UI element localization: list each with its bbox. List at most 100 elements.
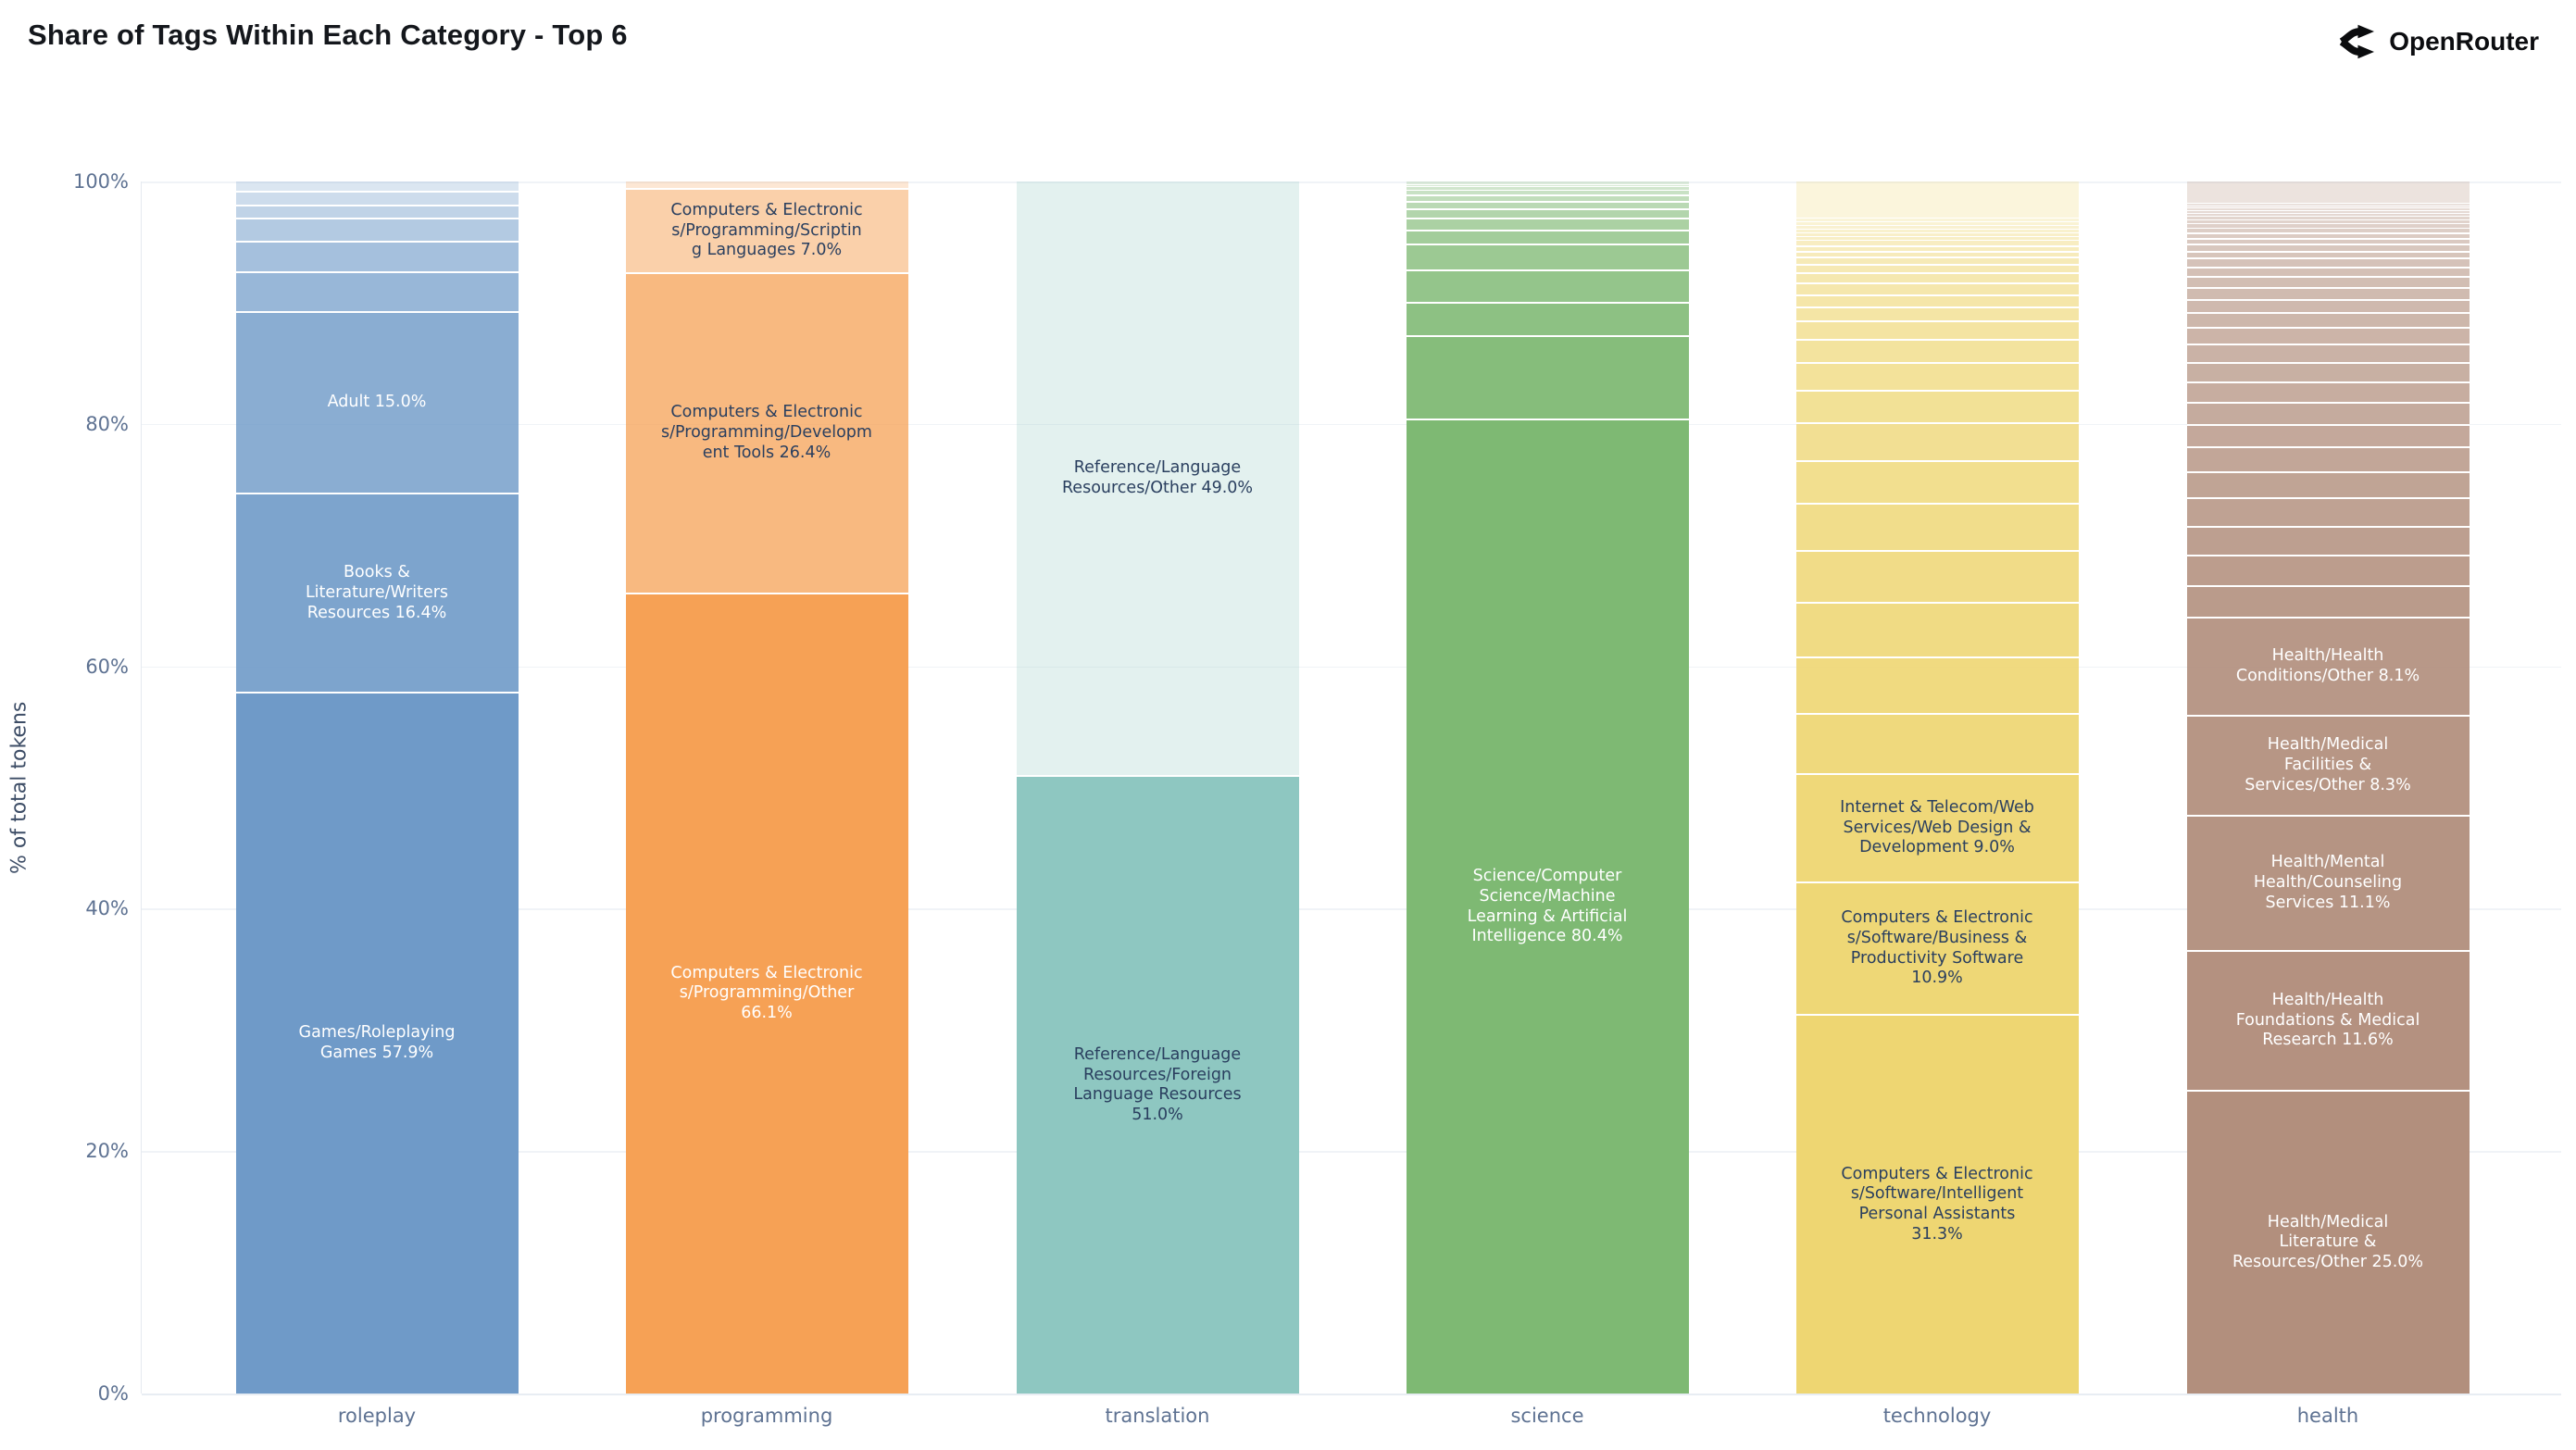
bar-segment-health-minor-9[interactable] (2186, 227, 2470, 232)
bar-segment-technology-minor-2[interactable] (1795, 221, 2079, 226)
bar-segment-roleplay-minor-2[interactable] (235, 204, 519, 219)
bar-segment-technology-minor-9[interactable] (1795, 250, 2079, 257)
bar-segment-health-minor-26[interactable] (2186, 446, 2470, 471)
bar-segment-health-health-medical-literature-resources-other[interactable]: Health/Medical Literature & Resources/Ot… (2186, 1090, 2470, 1394)
stacked-bar-roleplay[interactable]: Adult 15.0% Books & Literature/Writers Re… (235, 181, 519, 1394)
bar-segment-roleplay-games-roleplaying-games[interactable]: Games/Roleplaying Games 57.9% (235, 692, 519, 1394)
bar-segment-technology-computers-electronics-software-intelligent-personal-assistants[interactable]: Computers & Electronic s/Software/Intell… (1795, 1014, 2079, 1394)
bar-segment-science-minor-4[interactable] (1406, 194, 1689, 201)
bar-segment-roleplay-books-literature-writers-resources[interactable]: Books & Literature/Writers Resources 16.… (235, 493, 519, 693)
bar-segment-programming-computers-electronics-programming-scripting-languages[interactable]: Computers & Electronic s/Programming/Scr… (625, 187, 908, 273)
bar-segment-science-minor-2[interactable] (1406, 186, 1689, 191)
bar-segment-health-minor-11[interactable] (2186, 237, 2470, 244)
bar-segment-roleplay-adult[interactable]: Adult 15.0% (235, 311, 519, 494)
bar-segment-science-minor-0[interactable] (1406, 181, 1689, 184)
bar-segment-health-minor-20[interactable] (2186, 326, 2470, 344)
bar-segment-technology-minor-26[interactable] (1795, 713, 2079, 773)
bar-segment-health-minor-17[interactable] (2186, 286, 2470, 299)
bar-segment-programming-computers-electronics-programming-development-tools[interactable]: Computers & Electronic s/Programming/Dev… (625, 272, 908, 593)
bar-segment-health-minor-25[interactable] (2186, 423, 2470, 447)
bar-segment-technology-minor-1[interactable] (1795, 218, 2079, 222)
bar-segment-health-minor-18[interactable] (2186, 298, 2470, 313)
bar-segment-health-minor-5[interactable] (2186, 213, 2470, 217)
bar-segment-health-minor-30[interactable] (2186, 554, 2470, 585)
bar-segment-technology-minor-3[interactable] (1795, 225, 2079, 230)
bar-segment-health-minor-1[interactable] (2186, 202, 2470, 206)
bar-segment-health-minor-27[interactable] (2186, 470, 2470, 498)
bar-segment-science-minor-1[interactable] (1406, 183, 1689, 187)
bar-segment-health-minor-31[interactable] (2186, 584, 2470, 617)
bar-segment-technology-minor-20[interactable] (1795, 422, 2079, 460)
bar-segment-science-minor-11[interactable] (1406, 301, 1689, 336)
bar-segment-health-minor-15[interactable] (2186, 266, 2470, 276)
bar-segment-roleplay-minor-4[interactable] (235, 241, 519, 271)
bar-segment-technology-minor-19[interactable] (1795, 390, 2079, 423)
bar-segment-translation-reference-language-resources-foreign-language-resources[interactable]: Reference/Language Resources/Foreign Lan… (1016, 775, 1299, 1394)
bar-segment-science-minor-10[interactable] (1406, 269, 1689, 302)
bar-segment-health-minor-2[interactable] (2186, 205, 2470, 208)
bar-segment-technology-minor-10[interactable] (1795, 256, 2079, 264)
bar-segment-technology-minor-13[interactable] (1795, 281, 2079, 294)
stacked-bar-programming[interactable]: Computers & Electronic s/Programming/Scr… (625, 181, 908, 1394)
bar-segment-roleplay-minor-0[interactable] (235, 181, 519, 192)
bar-segment-health-minor-21[interactable] (2186, 344, 2470, 362)
bar-segment-technology-computers-electronics-software-business-productivity-software[interactable]: Computers & Electronic s/Software/Busine… (1795, 881, 2079, 1015)
bar-segment-technology-minor-25[interactable] (1795, 656, 2079, 714)
bar-segment-health-minor-16[interactable] (2186, 275, 2470, 287)
bar-segment-health-minor-13[interactable] (2186, 250, 2470, 258)
bar-segment-health-minor-12[interactable] (2186, 244, 2470, 251)
bar-segment-science-science-computer-science-machine-learning-artificial-intelligence[interactable]: Science/Computer Science/Machine Learnin… (1406, 419, 1689, 1394)
bar-segment-science-minor-5[interactable] (1406, 200, 1689, 208)
bar-segment-science-minor-7[interactable] (1406, 218, 1689, 231)
bar-segment-technology-minor-5[interactable] (1795, 231, 2079, 236)
bar-segment-health-minor-8[interactable] (2186, 223, 2470, 228)
bar-segment-technology-minor-16[interactable] (1795, 320, 2079, 340)
bar-segment-technology-minor-4[interactable] (1795, 229, 2079, 232)
bar-segment-health-health-health-foundations-medical-research[interactable]: Health/Health Foundations & Medical Rese… (2186, 949, 2470, 1091)
bar-segment-health-minor-23[interactable] (2186, 381, 2470, 403)
bar-segment-health-minor-24[interactable] (2186, 402, 2470, 424)
bar-segment-health-minor-29[interactable] (2186, 525, 2470, 555)
bar-segment-technology-minor-21[interactable] (1795, 459, 2079, 503)
bar-segment-health-minor-14[interactable] (2186, 257, 2470, 267)
bar-segment-technology-minor-15[interactable] (1795, 306, 2079, 321)
bar-segment-health-minor-19[interactable] (2186, 312, 2470, 327)
bar-segment-translation-reference-language-resources-other[interactable]: Reference/Language Resources/Other 49.0% (1016, 181, 1299, 776)
bar-segment-roleplay-minor-3[interactable] (235, 218, 519, 242)
bar-segment-health-minor-7[interactable] (2186, 219, 2470, 224)
bar-segment-health-minor-4[interactable] (2186, 209, 2470, 213)
bar-segment-health-minor-6[interactable] (2186, 216, 2470, 220)
bar-segment-technology-minor-18[interactable] (1795, 361, 2079, 390)
stacked-bar-translation[interactable]: Reference/Language Resources/Other 49.0%… (1016, 181, 1299, 1394)
bar-segment-science-minor-9[interactable] (1406, 243, 1689, 270)
bar-segment-technology-minor-8[interactable] (1795, 244, 2079, 251)
bar-segment-science-minor-3[interactable] (1406, 190, 1689, 195)
bar-segment-health-minor-0[interactable] (2186, 181, 2470, 203)
bar-segment-technology-minor-14[interactable] (1795, 294, 2079, 306)
bar-segment-technology-minor-12[interactable] (1795, 272, 2079, 282)
bar-segment-health-health-mental-health-counseling-services[interactable]: Health/Mental Health/Counseling Services… (2186, 815, 2470, 950)
bar-segment-health-health-medical-facilities-services-other[interactable]: Health/Medical Facilities & Services/Oth… (2186, 714, 2470, 816)
stacked-bar-technology[interactable]: Internet & Telecom/Web Services/Web Desi… (1795, 181, 2079, 1394)
bar-segment-science-minor-8[interactable] (1406, 230, 1689, 244)
bar-segment-roleplay-minor-5[interactable] (235, 270, 519, 312)
bar-segment-technology-minor-23[interactable] (1795, 549, 2079, 603)
bar-segment-health-minor-3[interactable] (2186, 207, 2470, 210)
bar-segment-health-health-health-conditions-other[interactable]: Health/Health Conditions/Other 8.1% (2186, 616, 2470, 715)
bar-segment-technology-minor-22[interactable] (1795, 502, 2079, 550)
bar-segment-science-minor-12[interactable] (1406, 335, 1689, 419)
bar-segment-technology-minor-11[interactable] (1795, 263, 2079, 273)
bar-segment-health-minor-10[interactable] (2186, 231, 2470, 238)
bar-segment-health-minor-28[interactable] (2186, 497, 2470, 526)
bar-segment-technology-minor-7[interactable] (1795, 240, 2079, 245)
stacked-bar-science[interactable]: Science/Computer Science/Machine Learnin… (1406, 181, 1689, 1394)
bar-segment-technology-minor-17[interactable] (1795, 339, 2079, 362)
bar-segment-health-minor-22[interactable] (2186, 361, 2470, 381)
bar-segment-technology-minor-24[interactable] (1795, 602, 2079, 656)
bar-segment-technology-internet-telecom-web-services-web-design-development[interactable]: Internet & Telecom/Web Services/Web Desi… (1795, 772, 2079, 882)
bar-segment-roleplay-minor-1[interactable] (235, 191, 519, 205)
bar-segment-technology-minor-6[interactable] (1795, 235, 2079, 241)
bar-segment-programming-minor-0[interactable] (625, 181, 908, 188)
bar-segment-technology-minor-0[interactable] (1795, 181, 2079, 219)
stacked-bar-health[interactable]: Health/Health Conditions/Other 8.1% Healt… (2186, 181, 2470, 1394)
